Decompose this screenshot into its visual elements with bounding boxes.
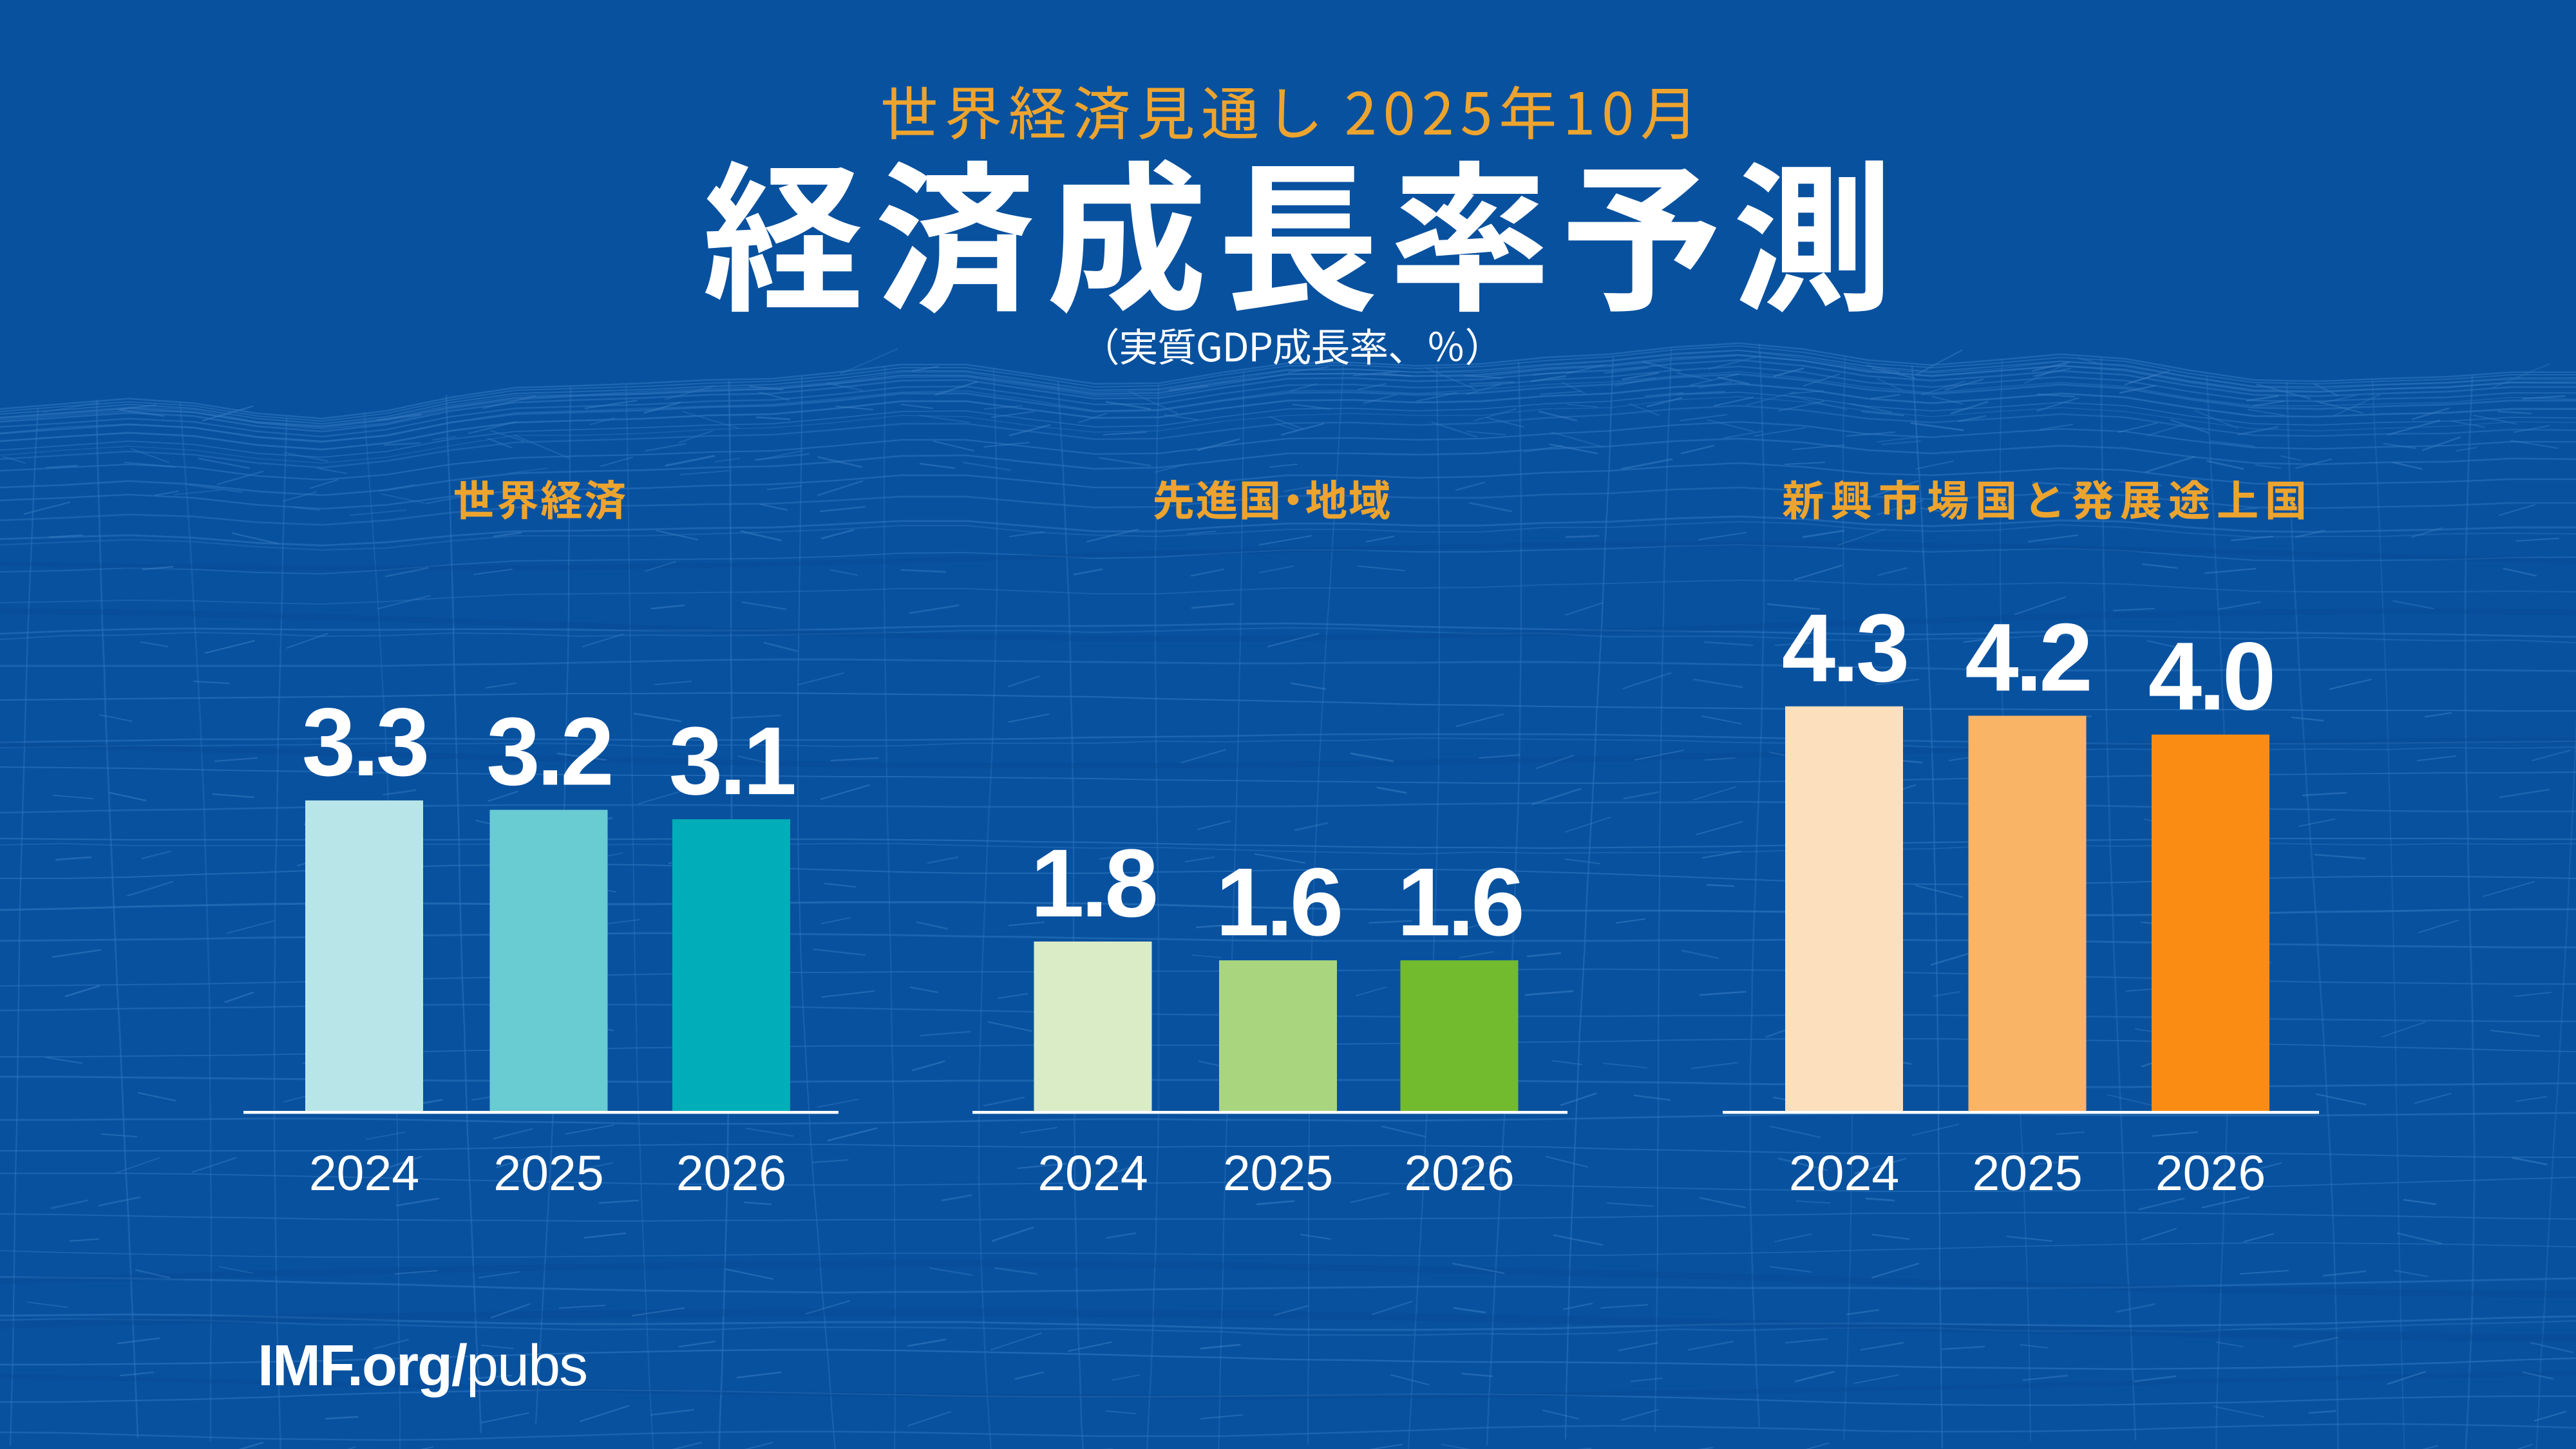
- svg-text:1.6: 1.6: [1216, 848, 1341, 956]
- svg-text:3.2: 3.2: [486, 697, 611, 806]
- svg-text:4.2: 4.2: [1965, 603, 2090, 711]
- svg-text:2024: 2024: [1037, 1146, 1148, 1201]
- svg-text:4.3: 4.3: [1782, 594, 1907, 702]
- svg-text:3.1: 3.1: [669, 706, 795, 815]
- svg-text:2026: 2026: [1404, 1146, 1514, 1201]
- svg-text:2025: 2025: [1223, 1146, 1333, 1201]
- svg-text:2026: 2026: [676, 1146, 786, 1201]
- svg-text:4.0: 4.0: [2148, 622, 2273, 730]
- svg-text:1.6: 1.6: [1397, 848, 1522, 956]
- svg-text:2024: 2024: [1789, 1146, 1899, 1201]
- svg-text:1.8: 1.8: [1030, 829, 1155, 937]
- svg-text:2025: 2025: [493, 1146, 603, 1201]
- svg-text:2025: 2025: [1972, 1146, 2082, 1201]
- svg-text:3.3: 3.3: [302, 688, 427, 796]
- svg-text:IMF.org/pubs: IMF.org/pubs: [258, 1334, 587, 1398]
- svg-text:2024: 2024: [309, 1146, 419, 1201]
- svg-text:2026: 2026: [2155, 1146, 2266, 1201]
